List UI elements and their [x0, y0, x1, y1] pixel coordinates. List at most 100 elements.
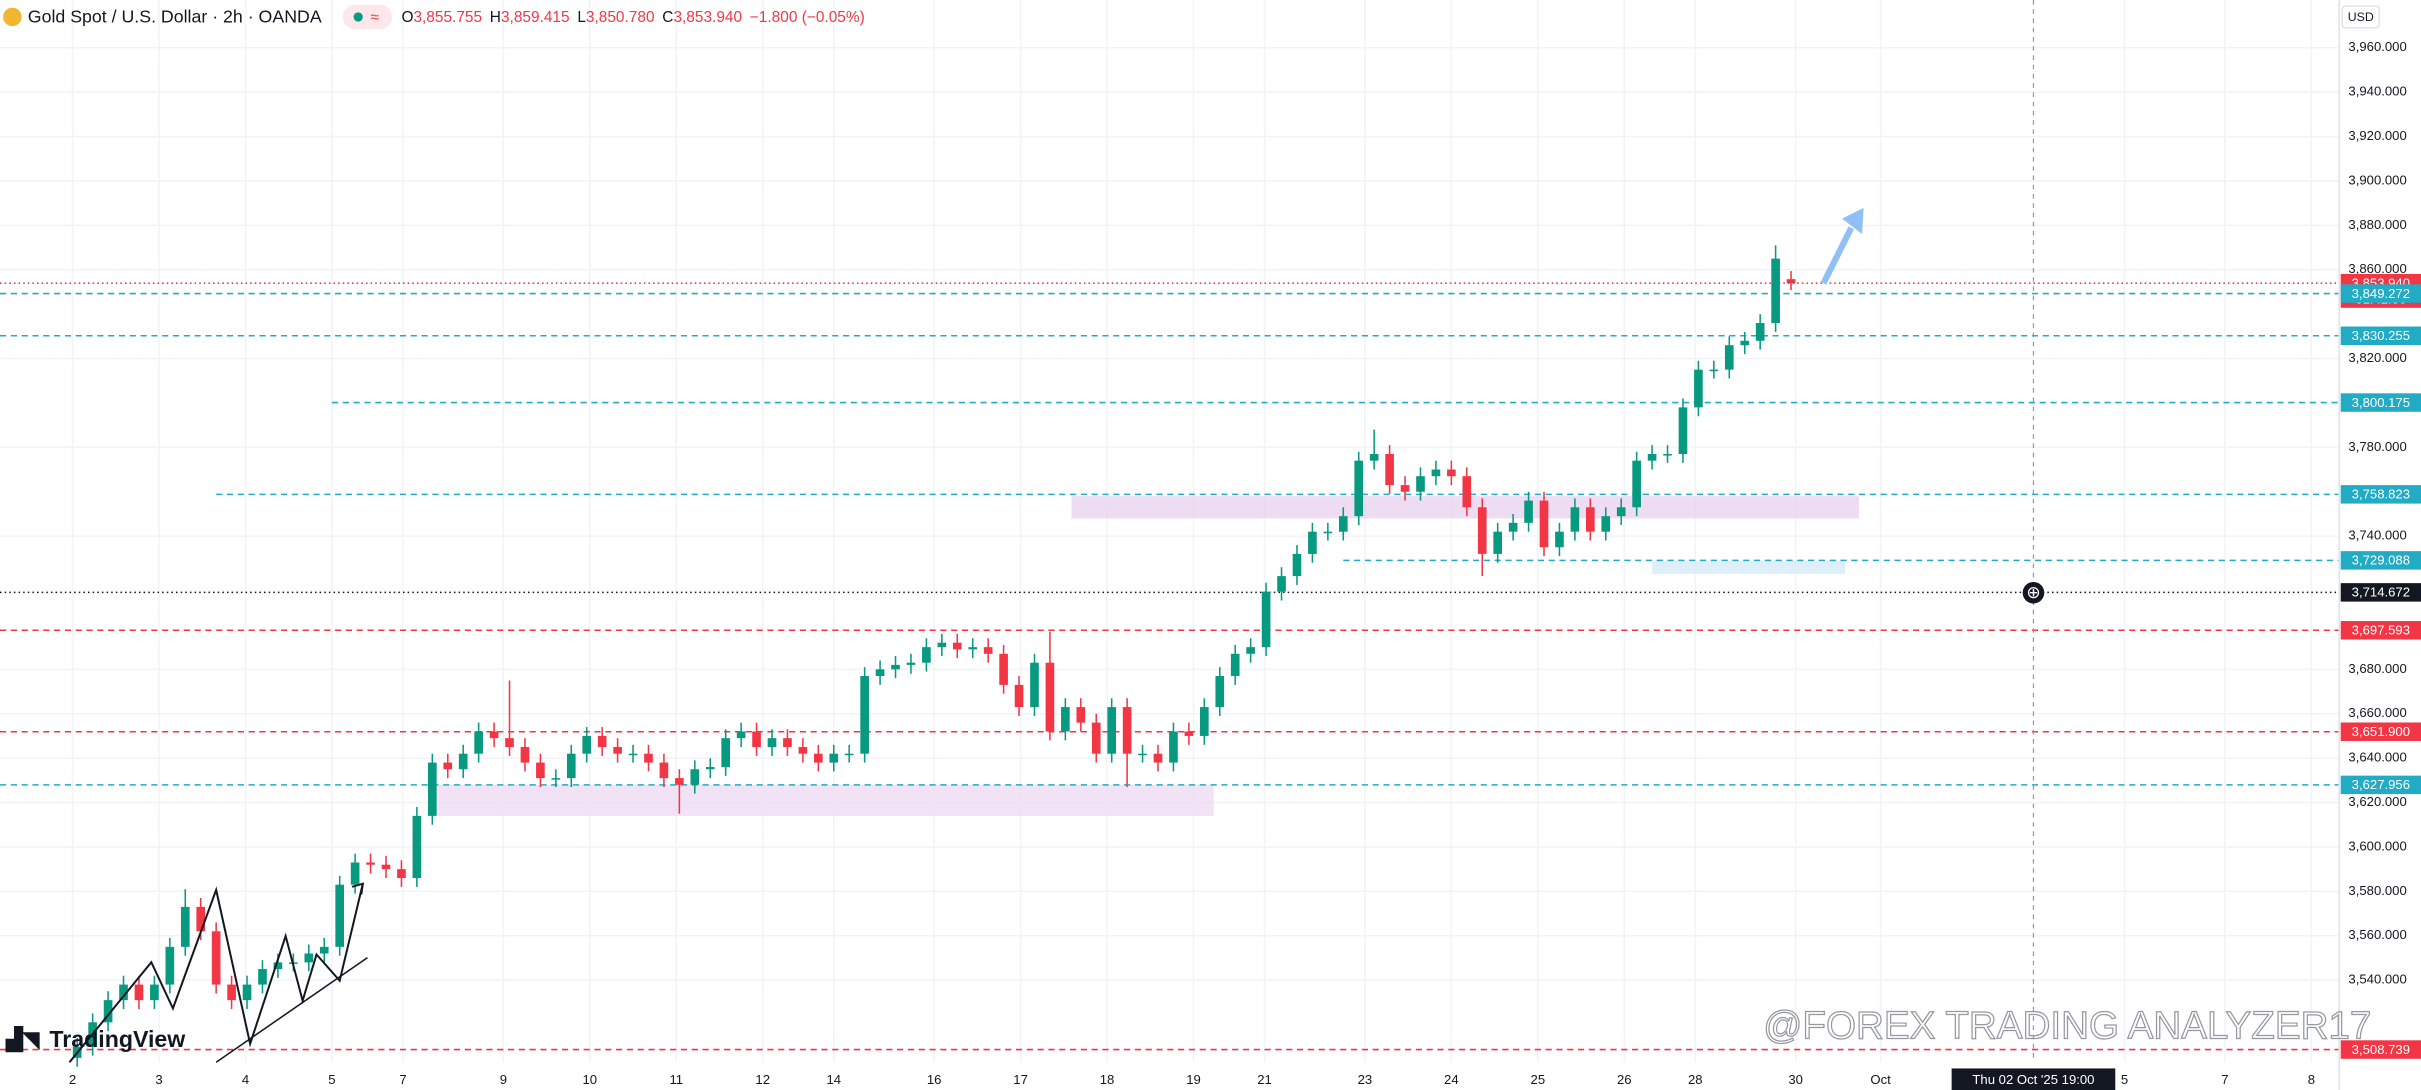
candle-body [1555, 531, 1564, 548]
candle-body [1462, 476, 1472, 508]
candle-body [1138, 753, 1147, 756]
y-tick-label: 3,540.000 [2348, 972, 2406, 987]
x-tick-label: 5 [328, 1072, 335, 1087]
candle-body [1230, 653, 1240, 677]
candle-body [844, 753, 854, 756]
candle-body [705, 767, 715, 770]
x-tick-label: 23 [1358, 1072, 1373, 1087]
level-label-box [2340, 621, 2421, 640]
x-tick-label: 3 [155, 1072, 162, 1087]
candle-body [752, 731, 761, 748]
x-tick-label: 26 [1617, 1072, 1632, 1087]
candle-body [180, 906, 190, 947]
candle-body [582, 735, 592, 754]
candle-body [1493, 531, 1503, 554]
candle-body [1477, 507, 1487, 554]
level-label-box [2340, 775, 2421, 795]
candle-body [1694, 369, 1703, 408]
level-label-box [2340, 326, 2421, 346]
candle-body [165, 946, 175, 985]
x-tick-label: 16 [927, 1072, 942, 1087]
level-label: 3,800.175 [2352, 395, 2410, 410]
candle-body [628, 753, 638, 756]
trend-line [215, 956, 368, 1063]
symbol-icon [3, 7, 22, 27]
candle-body [1755, 323, 1765, 341]
candle-body [1030, 662, 1039, 708]
candle-body [783, 738, 792, 748]
candle-body [906, 662, 916, 665]
candle-body [443, 762, 453, 770]
x-tick-label: 8 [2308, 1072, 2315, 1087]
candle-body [1586, 507, 1595, 532]
x-tick-label: 2 [69, 1072, 76, 1087]
y-tick-label: 3,960.000 [2348, 39, 2406, 54]
candle-body [1539, 500, 1549, 548]
candle-body [1215, 676, 1225, 708]
level-label-box [2340, 1040, 2421, 1059]
crosshair-add-button[interactable] [2022, 581, 2045, 604]
candle-body [227, 984, 236, 1001]
candle-body [1061, 707, 1070, 732]
candle-body [536, 762, 545, 779]
candle-body [1678, 407, 1688, 454]
y-tick-label: 3,680.000 [2348, 661, 2406, 676]
candle-body [1369, 453, 1379, 461]
x-tick-label: 7 [2221, 1072, 2228, 1087]
candle-body [1647, 453, 1657, 461]
candle-body [1122, 707, 1132, 754]
candle-body [860, 676, 869, 754]
x-tick-label: 25 [1531, 1072, 1546, 1087]
candle-body [412, 815, 422, 879]
y-tick-label: 3,820.000 [2348, 350, 2406, 365]
x-tick-label: 10 [583, 1072, 598, 1087]
candle-body [551, 778, 561, 780]
candle-body [1354, 460, 1364, 517]
candle-body [1277, 576, 1286, 592]
level-label: 3,729.088 [2352, 553, 2410, 568]
y-tick-label: 3,860.000 [2348, 261, 2406, 276]
level-label-box [2340, 583, 2421, 602]
brand: TradingView [49, 1026, 186, 1052]
candle-body [211, 931, 221, 985]
candle-body [520, 747, 530, 763]
price-zone [1652, 560, 1846, 574]
candle-body [1416, 476, 1425, 492]
candle-body [1508, 522, 1518, 532]
grid-layer [0, 0, 2340, 1063]
candle-body [613, 747, 622, 754]
candle-body [1338, 516, 1348, 532]
x-tick-label: 18 [1100, 1072, 1115, 1087]
forecast-arrow-head [1841, 207, 1864, 235]
y-tick-label: 3,780.000 [2348, 439, 2406, 454]
x-tick-label: 24 [1444, 1072, 1459, 1087]
arrow-head [351, 882, 365, 895]
candle-body [767, 738, 777, 748]
x-tick-label: 7 [399, 1072, 406, 1087]
currency-box[interactable] [2341, 5, 2381, 29]
level-label-box [2340, 393, 2421, 412]
x-tick-label: 11 [669, 1072, 683, 1087]
y-tick-label: 3,900.000 [2348, 172, 2406, 187]
candle-body [474, 731, 483, 754]
symbol-title: Gold Spot / U.S. Dollar · 2h · OANDA [28, 6, 322, 26]
candle-body [1153, 753, 1163, 763]
candle-body [196, 906, 206, 932]
zone-layer [433, 496, 1859, 816]
candle-body [242, 984, 252, 1001]
candle-body [335, 884, 345, 947]
candle-body [1524, 500, 1533, 523]
x-tick-label: Oct [1870, 1072, 1891, 1087]
candle-body [736, 731, 746, 739]
level-label: 3,714.672 [2352, 585, 2410, 600]
status-pill[interactable] [342, 4, 393, 30]
x-tick-label: 21 [1257, 1072, 1272, 1087]
y-tick-label: 3,620.000 [2348, 794, 2406, 809]
level-label: 3,758.823 [2352, 487, 2410, 502]
candle-body [937, 642, 947, 648]
candle-body [721, 738, 731, 768]
candle-body [1323, 531, 1333, 534]
level-layer [0, 282, 2340, 1051]
candle-body [644, 753, 653, 763]
